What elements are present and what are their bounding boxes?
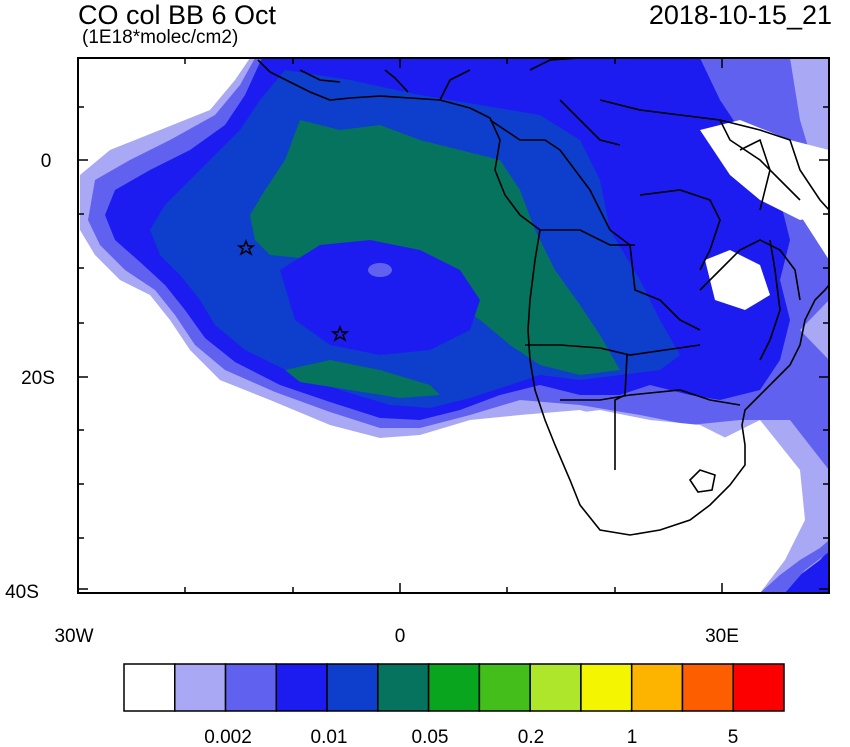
- contour-pocket: [280, 240, 480, 355]
- colorbar-label: 0.05: [412, 727, 449, 747]
- colorbar-swatch: [224, 663, 278, 712]
- units-label: (1E18*molec/cm2): [82, 27, 239, 48]
- colorbar-label: 0.2: [518, 727, 544, 747]
- colorbar-swatch: [326, 663, 379, 712]
- plot-frame: [77, 57, 830, 594]
- colorbar-swatch: [123, 663, 176, 712]
- colorbar-swatch: [174, 663, 227, 712]
- contour-gap-3: [705, 250, 770, 310]
- colorbar-swatch: [732, 663, 785, 712]
- contour-gap-2: [700, 120, 829, 220]
- colorbar-swatch: [275, 663, 328, 712]
- colorbar-swatch: [377, 663, 430, 712]
- y-tick-label: 40S: [5, 582, 39, 603]
- colorbar-label: 5: [728, 727, 739, 747]
- contour-gap-1: [560, 410, 745, 535]
- colorbar-swatch: [630, 663, 684, 712]
- colorbar-swatch: [427, 663, 481, 712]
- y-tick-label: 20S: [21, 368, 55, 389]
- colorbar-label: 0.01: [311, 727, 348, 747]
- colorbar: [123, 663, 785, 712]
- contour-spot: [368, 263, 392, 277]
- contour-swirl-2: [760, 540, 829, 593]
- coastlines: [257, 58, 829, 536]
- x-tick-label: 0: [395, 626, 406, 647]
- site-marker-star: [236, 238, 256, 256]
- colorbar-swatch: [580, 663, 633, 712]
- colorbar-swatch: [681, 663, 734, 712]
- colorbar-labels: 0.002 0.01 0.05 0.2 1 5: [204, 727, 738, 747]
- site-marker-star: [330, 324, 350, 342]
- map-title: CO col BB 6 Oct: [78, 0, 277, 30]
- x-tick-label: 30E: [705, 626, 739, 647]
- y-tick-label: 0: [41, 151, 52, 172]
- axis-ticks: [77, 58, 829, 593]
- colorbar-label: 1: [627, 727, 638, 747]
- colorbar-swatch: [478, 663, 531, 712]
- colorbar-label: 0.002: [204, 727, 252, 747]
- contour-field: [78, 58, 829, 593]
- contour-band-north: [290, 160, 420, 188]
- x-tick-label: 30W: [54, 626, 93, 647]
- datetime-label: 2018-10-15_21: [648, 0, 832, 30]
- contour-band-south: [285, 360, 440, 398]
- colorbar-swatch: [529, 663, 582, 712]
